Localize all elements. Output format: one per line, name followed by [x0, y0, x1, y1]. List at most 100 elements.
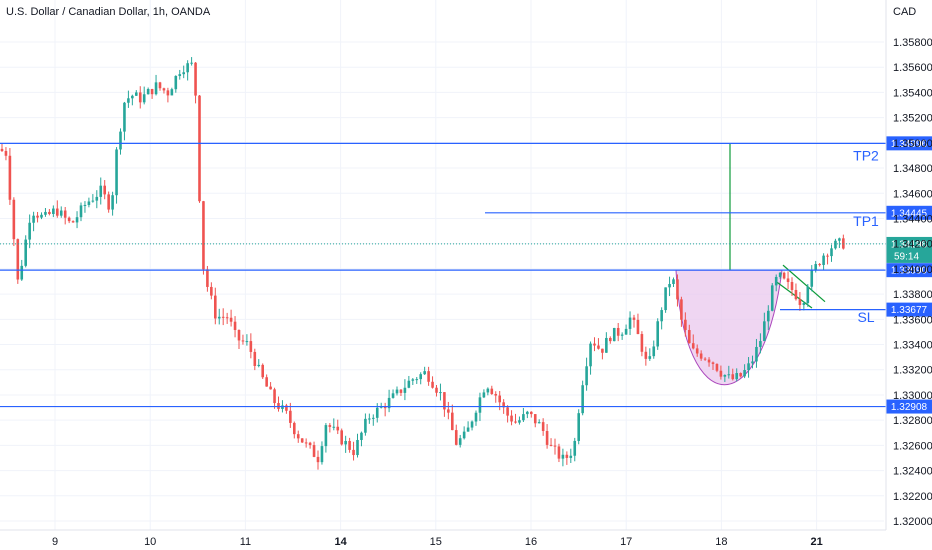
candle-body [814, 264, 817, 270]
candle-body [838, 238, 841, 241]
candle-body [32, 215, 35, 223]
chart-title: U.S. Dollar / Canadian Dollar, 1h, OANDA [6, 6, 211, 18]
level-badge-text: 1.33990 [891, 266, 928, 277]
candle-body [150, 89, 154, 95]
candle-body [265, 377, 268, 387]
level-lines[interactable]: 1.34996 TP2 1.34445 TP1 1.33990 1.33677 SL 1.32… [0, 136, 932, 414]
candle-body [502, 402, 505, 408]
candle-body [123, 102, 126, 132]
y-tick-label: 1.33800 [893, 289, 932, 301]
candle-body [462, 431, 466, 439]
candle-body [320, 446, 324, 463]
candle-body [293, 422, 296, 435]
candle-body [557, 446, 561, 459]
candle-body [593, 343, 596, 346]
candle-body [585, 366, 588, 386]
candle-body [620, 334, 624, 336]
candle-body [407, 380, 411, 388]
candle-body [170, 89, 174, 96]
candle-body [612, 327, 616, 342]
candle-body [142, 94, 146, 103]
candle-body [597, 345, 600, 349]
candle-body [601, 348, 604, 353]
candle-body [87, 201, 91, 205]
candle-body [423, 371, 426, 375]
y-tick-label: 1.32800 [893, 415, 932, 427]
level-badge-text: 1.34996 [891, 139, 928, 150]
candle-body [190, 62, 193, 64]
candle-body [107, 194, 110, 210]
candle-body [269, 386, 272, 390]
candle-body [660, 310, 663, 322]
candle-body [16, 239, 20, 280]
candle-body [755, 346, 758, 362]
candle-body [71, 221, 75, 223]
price-axis[interactable]: 1.35800 1.35600 1.35400 1.35200 1.35000 1.348… [885, 0, 932, 530]
candle-body [4, 150, 8, 156]
candle-body [40, 214, 43, 218]
candle-body [719, 370, 723, 377]
candle-body [589, 343, 592, 367]
candle-body [794, 289, 798, 300]
y-tick-label: 1.32400 [893, 466, 932, 478]
candle-body [668, 283, 671, 288]
candle-body [439, 392, 442, 394]
candle-body [451, 412, 454, 431]
candle-body [577, 413, 580, 441]
candle-body [245, 341, 249, 343]
candle-body [514, 421, 517, 423]
time-axis[interactable]: 9 10 11 14 15 16 17 18 21 [0, 529, 886, 548]
candle-body [229, 317, 233, 322]
candle-body [415, 379, 419, 381]
y-tick-label: 1.35800 [893, 37, 932, 49]
candle-body [0, 148, 4, 151]
candle-body [490, 388, 494, 394]
bar-countdown-text: 59:14 [894, 251, 919, 262]
candle-body [510, 415, 513, 422]
candle-body [372, 417, 375, 419]
candle-body [186, 63, 189, 73]
candle-body [67, 217, 71, 222]
candle-body [154, 82, 158, 95]
level-tag-sl: SL [857, 309, 874, 325]
candle-body [241, 340, 245, 342]
y-tick-label: 1.34200 [893, 239, 932, 251]
candle-body [494, 393, 498, 396]
candle-body [466, 427, 470, 432]
level-badge-text: 1.32908 [891, 402, 928, 413]
candle-body [443, 392, 446, 410]
candle-body [127, 98, 130, 103]
candle-body [24, 239, 27, 266]
candle-body [344, 440, 347, 445]
candle-body [59, 210, 63, 216]
candle-body [332, 426, 336, 428]
candle-body [458, 438, 462, 445]
candle-body [802, 303, 806, 305]
candle-body [707, 359, 711, 363]
candle-body [526, 411, 529, 415]
candle-body [387, 397, 391, 409]
x-tick-label: 21 [810, 536, 822, 548]
candle-body [747, 363, 750, 371]
candle-body [743, 370, 746, 377]
candle-body [652, 346, 656, 357]
candle-body [616, 327, 620, 336]
candle-body [178, 74, 182, 76]
candle-body [206, 269, 209, 287]
y-tick-label: 1.35000 [893, 138, 932, 150]
candle-body [767, 310, 770, 322]
candle-body [474, 412, 478, 422]
candle-body [352, 449, 355, 456]
candle-body [581, 385, 584, 414]
candle-body [699, 353, 703, 359]
candle-body [727, 374, 731, 376]
candle-body [435, 387, 438, 393]
candle-body [56, 208, 59, 216]
candle-body [605, 337, 608, 353]
candle-body [431, 381, 434, 388]
y-tick-label: 1.33000 [893, 390, 932, 402]
candle-body [549, 444, 553, 446]
y-tick-label: 1.33600 [893, 314, 932, 326]
